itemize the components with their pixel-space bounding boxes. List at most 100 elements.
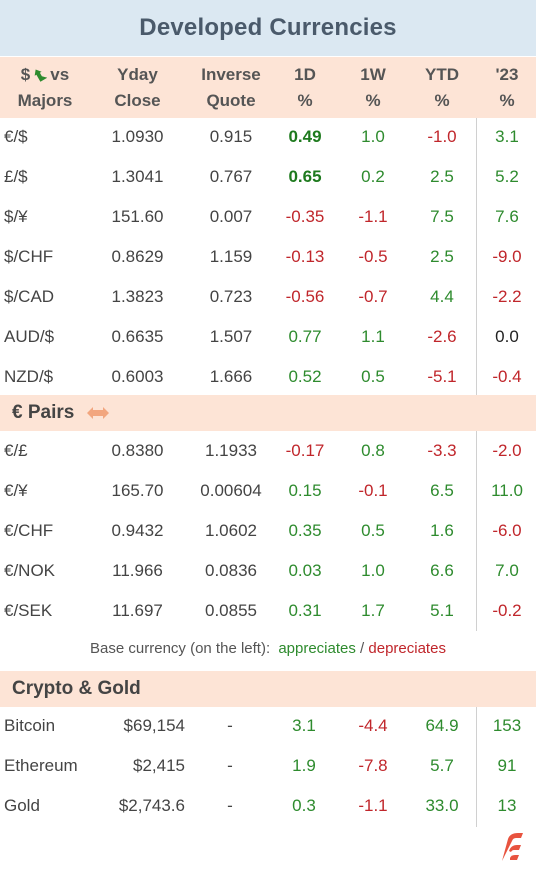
cell-yday-close: 0.9432 bbox=[111, 521, 164, 540]
table-row: €/NOK 11.966 0.0836 0.03 1.0 6.6 7.0 bbox=[0, 551, 536, 591]
column-divider-euro bbox=[476, 431, 477, 631]
header-inverse: Inverse Quote bbox=[190, 57, 272, 118]
cell-yday-close: 11.966 bbox=[112, 561, 163, 580]
legend-slash: / bbox=[360, 640, 365, 657]
cell-ytd-pct: 5.7 bbox=[430, 756, 454, 775]
cell-yday-close: 0.8380 bbox=[111, 441, 164, 460]
cell-inverse-quote: 0.00604 bbox=[200, 481, 262, 500]
cell-1d-pct: 0.03 bbox=[288, 561, 322, 580]
cell-2023-pct: -9.0 bbox=[492, 247, 522, 266]
table-row: $/CHF 0.8629 1.159 -0.13 -0.5 2.5 -9.0 bbox=[0, 237, 536, 277]
cell-inverse-quote: 0.767 bbox=[209, 167, 253, 186]
header-1w-line1: 1W bbox=[360, 64, 386, 84]
cell-ytd-pct: 64.9 bbox=[425, 716, 459, 735]
cell-pair: €/¥ bbox=[4, 481, 28, 500]
table-row: €/¥ 165.70 0.00604 0.15 -0.1 6.5 11.0 bbox=[0, 471, 536, 511]
cell-pair: $/CHF bbox=[4, 247, 54, 266]
cell-2023-pct: 0.0 bbox=[495, 327, 519, 346]
cell-2023-pct: -0.2 bbox=[492, 601, 522, 620]
left-right-arrow-icon bbox=[86, 406, 109, 419]
table-row: €/£ 0.8380 1.1933 -0.17 0.8 -3.3 -2.0 bbox=[0, 431, 536, 471]
table-row: AUD/$ 0.6635 1.507 0.77 1.1 -2.6 0.0 bbox=[0, 317, 536, 357]
page-title: Developed Currencies bbox=[139, 14, 397, 41]
cell-1w-pct: -0.1 bbox=[358, 481, 388, 500]
cell-1w-pct: 0.5 bbox=[361, 521, 385, 540]
cell-2023-pct: 7.6 bbox=[495, 207, 519, 226]
header-2023-line2: % bbox=[499, 90, 515, 110]
cell-yday-close: $2,415 bbox=[133, 756, 185, 775]
header-ytd-line1: YTD bbox=[425, 64, 459, 84]
section-crypto-label: Crypto & Gold bbox=[12, 678, 141, 699]
table-row: $/CAD 1.3823 0.723 -0.56 -0.7 4.4 -2.2 bbox=[0, 277, 536, 317]
header-1w-line2: % bbox=[365, 90, 381, 110]
cell-inverse-quote: 1.666 bbox=[209, 367, 253, 386]
cell-inverse-quote: 1.159 bbox=[209, 247, 253, 266]
cell-2023-pct: 11.0 bbox=[491, 481, 523, 500]
cell-ytd-pct: 5.1 bbox=[430, 601, 454, 620]
cell-yday-close: 1.3823 bbox=[111, 287, 164, 306]
table-row: Gold $2,743.6 - 0.3 -1.1 33.0 13 bbox=[0, 786, 536, 826]
legend-note: Base currency (on the left): appreciates… bbox=[0, 637, 536, 661]
cell-pair: $/CAD bbox=[4, 287, 55, 306]
cell-1w-pct: -0.7 bbox=[358, 287, 388, 306]
cell-pair: £/$ bbox=[4, 167, 28, 186]
cell-1d-pct: -0.56 bbox=[285, 287, 325, 306]
table-row: $/¥ 151.60 0.007 -0.35 -1.1 7.5 7.6 bbox=[0, 197, 536, 237]
cell-ytd-pct: -2.6 bbox=[427, 327, 457, 346]
cell-pair: €/$ bbox=[4, 127, 28, 146]
header-pair-majors: Majors bbox=[17, 90, 73, 110]
cell-1d-pct: 0.31 bbox=[288, 601, 322, 620]
cell-1d-pct: 0.3 bbox=[292, 796, 316, 815]
legend-prefix: Base currency (on the left): bbox=[90, 640, 271, 657]
cell-yday-close: $2,743.6 bbox=[118, 796, 185, 815]
cell-inverse-quote: 0.915 bbox=[209, 127, 253, 146]
cell-yday-close: 151.60 bbox=[111, 207, 164, 226]
cell-1d-pct: 0.65 bbox=[288, 167, 322, 186]
cell-1w-pct: -7.8 bbox=[358, 756, 388, 775]
legend-depreciates: depreciates bbox=[368, 640, 446, 657]
header-2023-line1: '23 bbox=[495, 64, 519, 84]
cell-1d-pct: -0.13 bbox=[285, 247, 325, 266]
cell-yday-close: 0.6003 bbox=[111, 367, 164, 386]
cell-1w-pct: -0.5 bbox=[358, 247, 388, 266]
table-row: €/CHF 0.9432 1.0602 0.35 0.5 1.6 -6.0 bbox=[0, 511, 536, 551]
cell-ytd-pct: 4.4 bbox=[430, 287, 454, 306]
table-row: £/$ 1.3041 0.767 0.65 0.2 2.5 5.2 bbox=[0, 157, 536, 197]
title-bar: Developed Currencies bbox=[0, 0, 536, 56]
header-pair-dollar: $ bbox=[20, 64, 31, 84]
header-inverse-line2: Quote bbox=[206, 90, 256, 110]
cell-1d-pct: 0.52 bbox=[288, 367, 322, 386]
cell-inverse-quote: 1.1933 bbox=[205, 441, 257, 460]
cell-1d-pct: 3.1 bbox=[292, 716, 316, 735]
header-yday-line2: Close bbox=[114, 90, 161, 110]
cell-inverse-quote: - bbox=[227, 756, 233, 775]
header-1d: 1D % bbox=[274, 57, 336, 118]
cell-ytd-pct: -5.1 bbox=[427, 367, 457, 386]
cell-pair: NZD/$ bbox=[4, 367, 54, 386]
table-row: Ethereum $2,415 - 1.9 -7.8 5.7 91 bbox=[0, 746, 536, 786]
cell-1w-pct: 1.1 bbox=[361, 327, 385, 346]
cell-ytd-pct: 33.0 bbox=[425, 796, 459, 815]
cell-ytd-pct: 2.5 bbox=[430, 167, 454, 186]
header-1d-line1: 1D bbox=[294, 64, 316, 84]
cell-1d-pct: -0.35 bbox=[285, 207, 325, 226]
cell-ytd-pct: -1.0 bbox=[427, 127, 457, 146]
cell-2023-pct: -2.0 bbox=[492, 441, 522, 460]
header-2023: '23 % bbox=[478, 57, 536, 118]
cell-1w-pct: -4.4 bbox=[358, 716, 388, 735]
cell-1w-pct: -1.1 bbox=[358, 207, 388, 226]
cell-2023-pct: -2.2 bbox=[492, 287, 522, 306]
cell-pair: Ethereum bbox=[4, 756, 78, 775]
header-pair-vs: vs bbox=[50, 64, 70, 84]
cell-1d-pct: 0.77 bbox=[288, 327, 322, 346]
column-divider bbox=[476, 118, 477, 395]
column-divider-crypto bbox=[476, 707, 477, 827]
cell-pair: $/¥ bbox=[4, 207, 28, 226]
table-row: NZD/$ 0.6003 1.666 0.52 0.5 -5.1 -0.4 bbox=[0, 357, 536, 397]
cell-ytd-pct: -3.3 bbox=[427, 441, 457, 460]
cell-ytd-pct: 6.5 bbox=[430, 481, 454, 500]
cell-yday-close: 1.0930 bbox=[111, 127, 164, 146]
cell-yday-close: 0.8629 bbox=[111, 247, 164, 266]
header-inverse-line1: Inverse bbox=[201, 64, 261, 84]
cell-inverse-quote: 0.007 bbox=[209, 207, 253, 226]
